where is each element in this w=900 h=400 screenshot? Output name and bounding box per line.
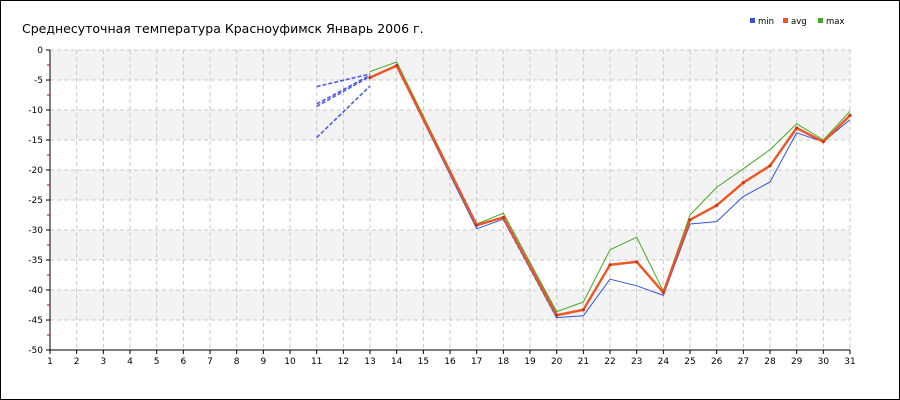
avg-point: [768, 164, 772, 168]
y-tick-label: 0: [37, 46, 43, 56]
y-tick-label: -25: [28, 196, 43, 206]
interpolation-segment: [316, 73, 371, 88]
y-tick-label: -10: [28, 106, 43, 116]
legend-swatch-avg: [783, 18, 788, 23]
x-tick-label: 27: [738, 357, 749, 367]
x-tick-label: 4: [127, 357, 133, 367]
avg-point: [501, 215, 505, 219]
y-tick-label: -45: [28, 316, 43, 326]
x-tick-label: 30: [818, 357, 830, 367]
x-tick-label: 2: [74, 357, 80, 367]
x-tick-label: 24: [658, 357, 670, 367]
x-tick-label: 17: [471, 357, 482, 367]
y-tick-label: -50: [28, 346, 43, 356]
x-tick-label: 9: [260, 357, 266, 367]
x-tick-label: 12: [338, 357, 349, 367]
legend-label-max: max: [826, 17, 845, 27]
x-tick-label: 29: [791, 357, 803, 367]
x-tick-label: 6: [180, 357, 186, 367]
y-tick-label: -35: [28, 256, 43, 266]
x-tick-label: 21: [578, 357, 589, 367]
interpolation-segment: [316, 85, 371, 139]
avg-point: [821, 140, 825, 144]
x-tick-label: 7: [207, 357, 213, 367]
y-tick-label: -20: [28, 166, 43, 176]
x-tick-label: 13: [364, 357, 375, 367]
interpolation-segment: [316, 75, 371, 108]
x-tick-label: 23: [631, 357, 642, 367]
x-tick-label: 5: [154, 357, 160, 367]
avg-point: [555, 313, 559, 317]
y-tick-label: -15: [28, 136, 43, 146]
y-tick-label: -30: [28, 226, 43, 236]
x-tick-label: 25: [684, 357, 695, 367]
avg-point: [475, 223, 479, 227]
x-tick-label: 16: [444, 357, 456, 367]
legend-swatch-min: [750, 18, 755, 23]
avg-point: [395, 64, 399, 68]
series-lines: [368, 61, 852, 319]
x-tick-label: 31: [844, 357, 855, 367]
x-tick-label: 10: [284, 357, 296, 367]
x-tick-label: 14: [391, 357, 403, 367]
y-tick-label: -40: [28, 286, 43, 296]
avg-point: [715, 203, 719, 207]
x-tick-label: 15: [418, 357, 429, 367]
avg-point: [661, 290, 665, 294]
avg-point: [688, 218, 692, 222]
grid-lines: [49, 49, 851, 351]
avg-point: [608, 263, 612, 267]
avg-point: [795, 126, 799, 130]
chart-title: Среднесуточная температура Красноуфимск …: [22, 21, 424, 36]
x-tick-label: 20: [551, 357, 563, 367]
x-tick-label: 26: [711, 357, 723, 367]
avg-point: [368, 76, 372, 80]
avg-point: [581, 308, 585, 312]
axes: 0-5-10-15-20-25-30-35-40-45-501 2 3 4 5 6 7 8 9 1…: [28, 46, 855, 367]
interpolation-segment: [316, 74, 371, 105]
x-tick-label: 18: [498, 357, 510, 367]
avg-point: [741, 181, 745, 185]
x-tick-label: 19: [524, 357, 536, 367]
x-tick-label: 8: [234, 357, 240, 367]
legend-label-avg: avg: [791, 17, 807, 27]
x-tick-label: 28: [764, 357, 776, 367]
legend-label-min: min: [758, 17, 774, 27]
series-line-avg: [369, 64, 851, 317]
series-line-max: [369, 61, 851, 313]
avg-point: [635, 260, 639, 264]
avg-point: [848, 113, 852, 117]
legend-swatch-max: [818, 18, 823, 23]
legend: min avg max: [750, 17, 845, 27]
x-tick-label: 3: [100, 357, 106, 367]
y-tick-label: -5: [34, 76, 43, 86]
x-tick-label: 11: [311, 357, 322, 367]
x-tick-label: 1: [47, 357, 53, 367]
x-tick-label: 22: [604, 357, 615, 367]
